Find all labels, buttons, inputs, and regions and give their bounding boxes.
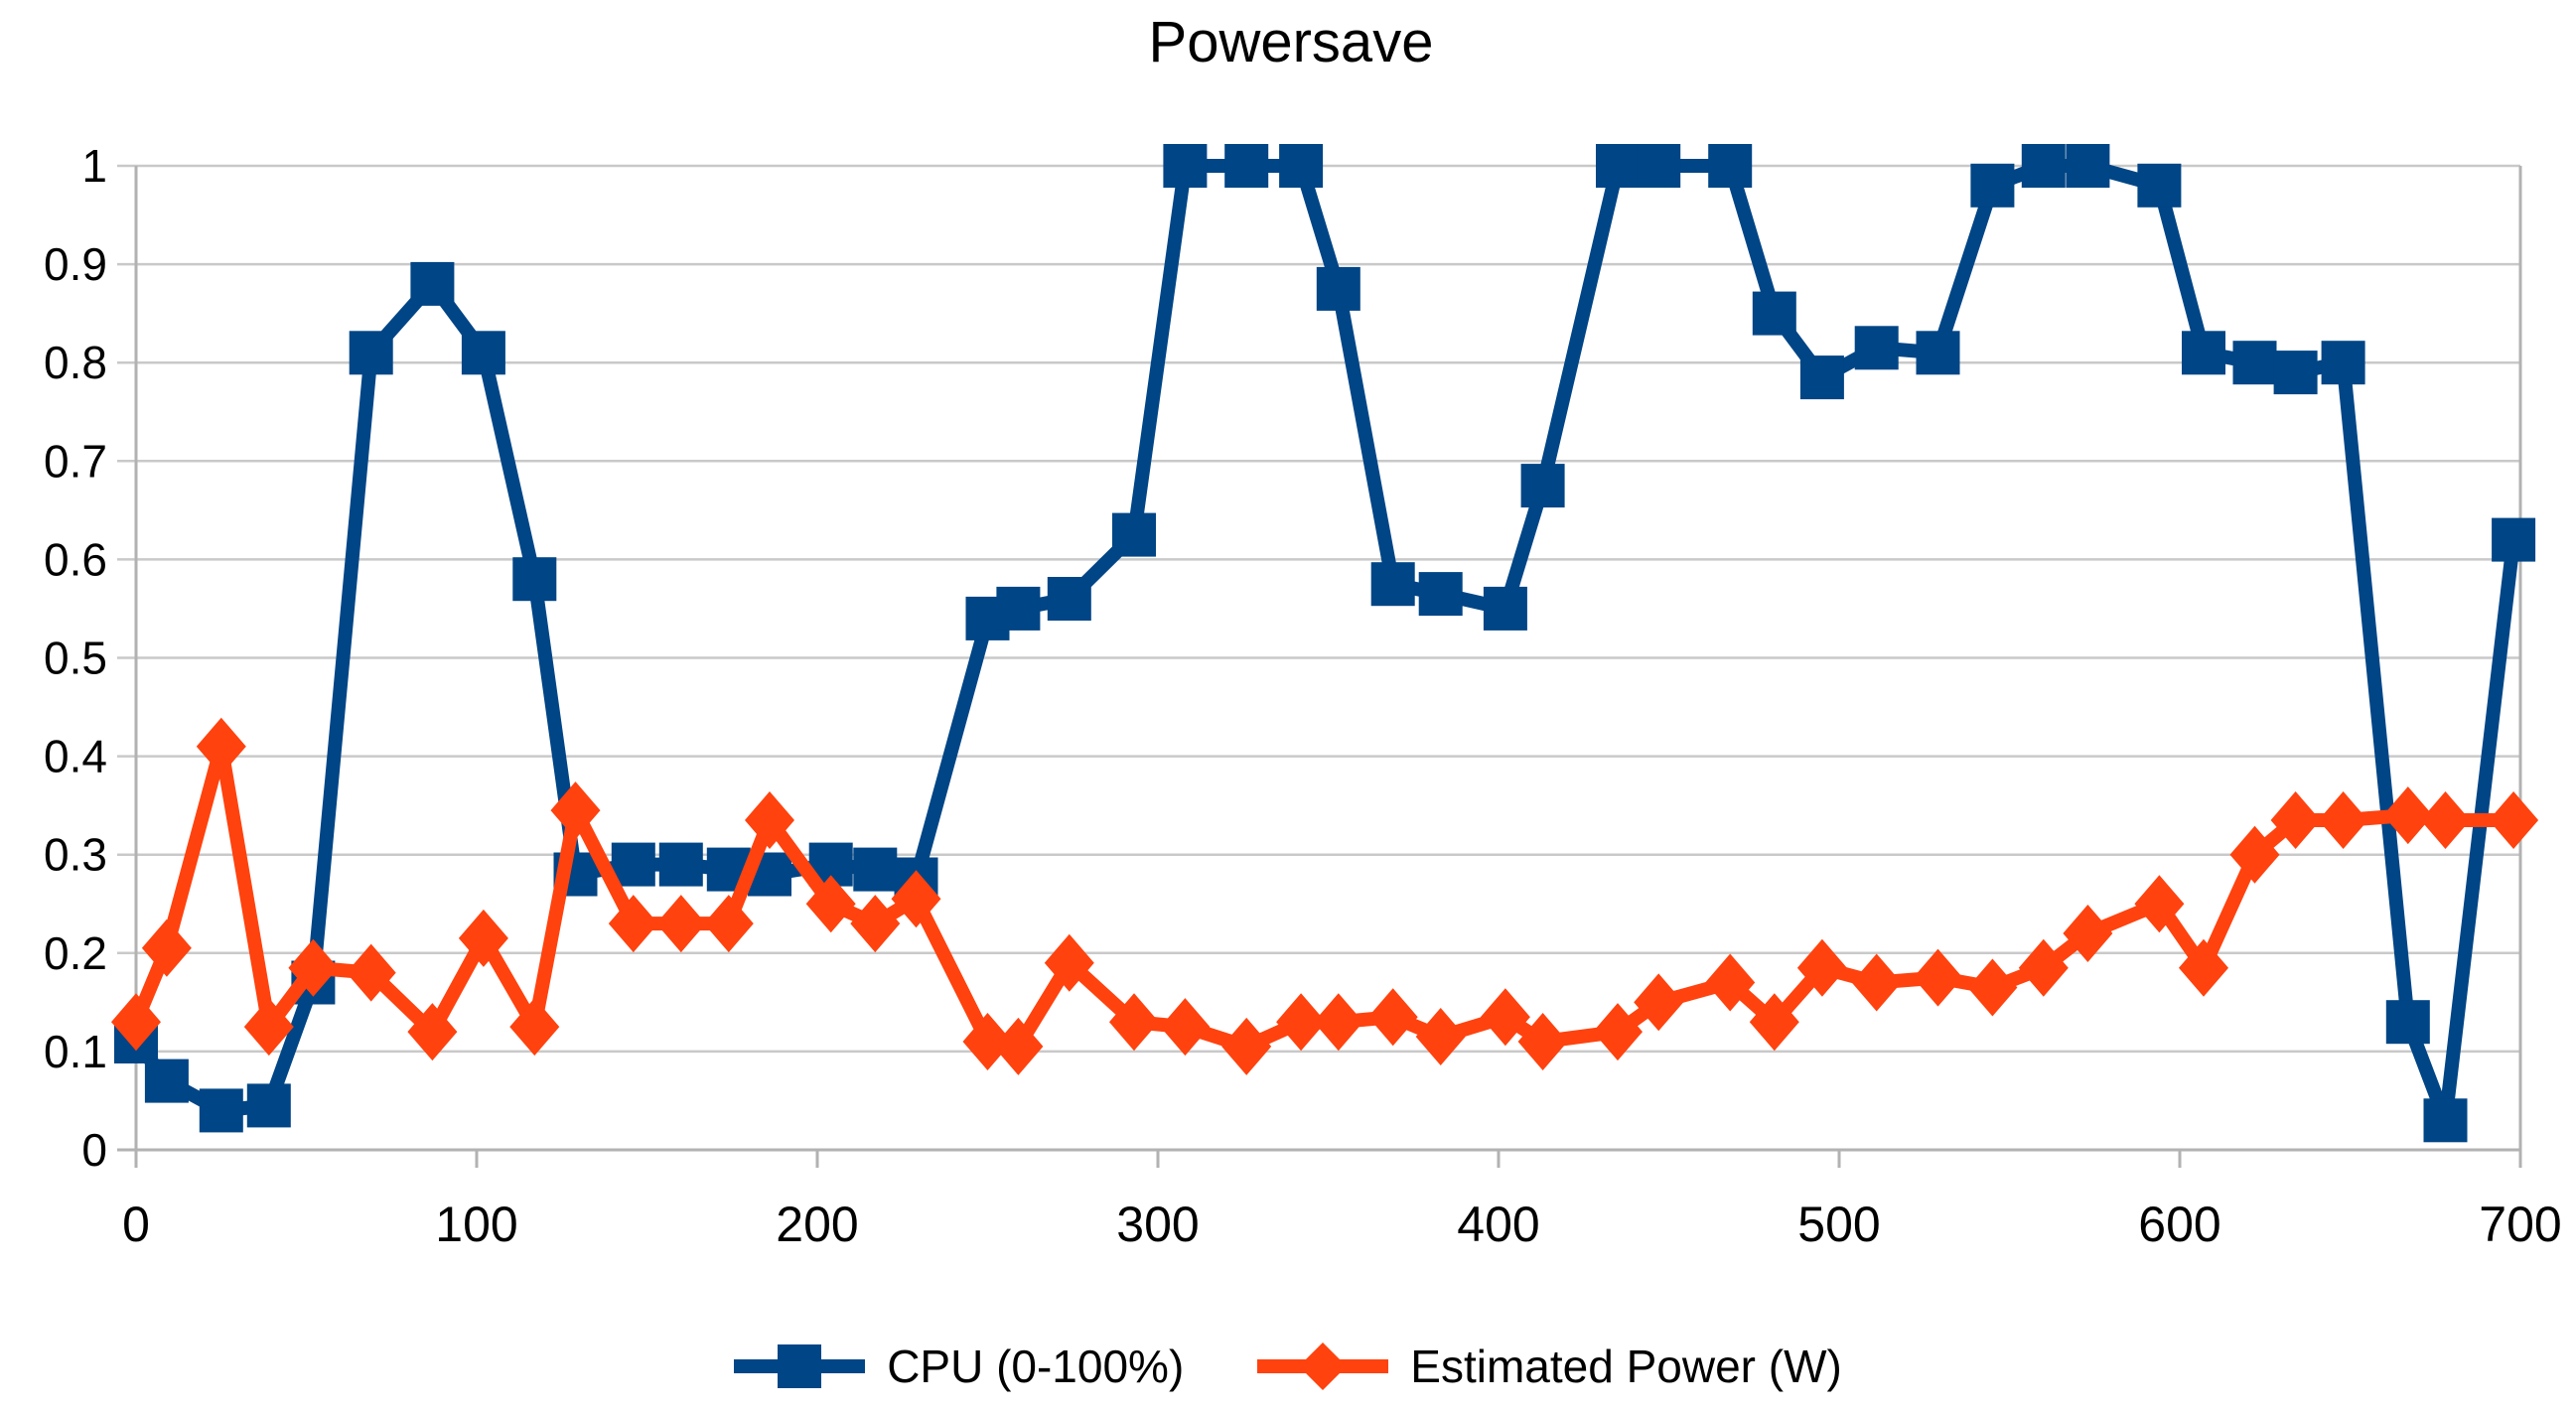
svg-text:0.4: 0.4 bbox=[44, 731, 107, 782]
svg-text:0.3: 0.3 bbox=[44, 829, 107, 881]
legend-item-cpu: CPU (0-100%) bbox=[734, 1339, 1184, 1394]
chart-legend: CPU (0-100%) Estimated Power (W) bbox=[0, 1339, 2576, 1394]
legend-item-power: Estimated Power (W) bbox=[1257, 1339, 1842, 1394]
cpu-square-marker-icon bbox=[778, 1344, 822, 1388]
series-cpu bbox=[114, 144, 2536, 1143]
chart-title: Powersave bbox=[1149, 10, 1434, 74]
svg-text:100: 100 bbox=[435, 1197, 517, 1252]
svg-text:0.7: 0.7 bbox=[44, 435, 107, 487]
series-power bbox=[111, 717, 2539, 1075]
power-diamond-marker-icon bbox=[1299, 1341, 1348, 1391]
svg-text:0.2: 0.2 bbox=[44, 927, 107, 979]
svg-text:400: 400 bbox=[1457, 1197, 1539, 1252]
svg-text:500: 500 bbox=[1797, 1197, 1880, 1252]
svg-text:0: 0 bbox=[122, 1197, 150, 1252]
svg-text:0.8: 0.8 bbox=[44, 337, 107, 388]
y-grid-and-labels: 0 0.1 0.2 0.3 0.4 0.5 0.6 0.7 0.8 0.9 1 bbox=[44, 140, 2520, 1176]
svg-text:0.6: 0.6 bbox=[44, 533, 107, 585]
svg-text:200: 200 bbox=[776, 1197, 858, 1252]
svg-text:0.1: 0.1 bbox=[44, 1026, 107, 1077]
power-series-marker-icon bbox=[1257, 1339, 1389, 1394]
svg-text:0: 0 bbox=[81, 1124, 107, 1176]
cpu-series-marker-icon bbox=[734, 1339, 866, 1394]
svg-text:0.5: 0.5 bbox=[44, 633, 107, 684]
svg-text:700: 700 bbox=[2479, 1197, 2561, 1252]
svg-text:600: 600 bbox=[2138, 1197, 2220, 1252]
svg-text:0.9: 0.9 bbox=[44, 238, 107, 290]
svg-text:1: 1 bbox=[81, 140, 107, 192]
legend-label-cpu: CPU (0-100%) bbox=[887, 1341, 1185, 1392]
svg-text:300: 300 bbox=[1116, 1197, 1199, 1252]
legend-label-power: Estimated Power (W) bbox=[1410, 1341, 1842, 1392]
